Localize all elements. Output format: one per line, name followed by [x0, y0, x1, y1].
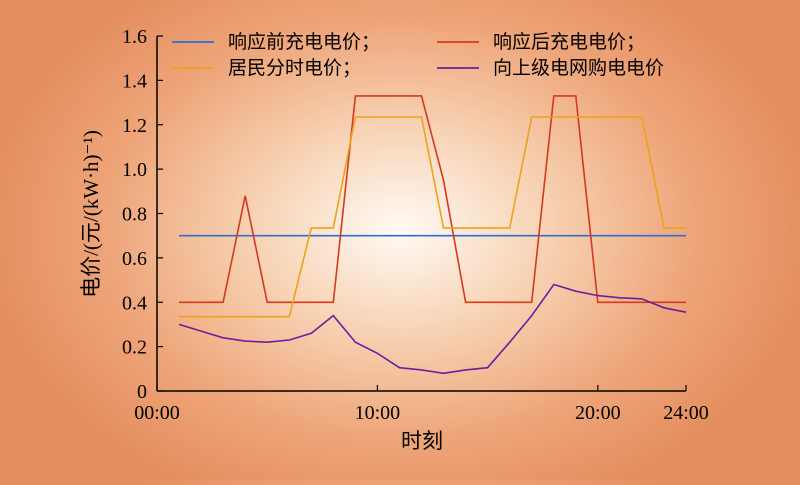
x-tick-label: 10:00 [355, 402, 401, 424]
series-line-3 [179, 116, 686, 318]
series-lines [178, 95, 687, 375]
legend-label-1: 响应前充电电价； [228, 31, 380, 53]
y-tick-label: 0.2 [122, 337, 147, 359]
x-tick-label: 24:00 [663, 402, 709, 424]
x-tick-label: 00:00 [134, 402, 180, 424]
y-tick-label: 1.0 [122, 159, 147, 181]
y-tick-label: 0.4 [122, 292, 147, 314]
y-tick-label: 1.2 [122, 115, 147, 137]
axes [156, 36, 686, 392]
legend-label-4: 向上级电网购电电价 [493, 57, 664, 79]
legend-label-3: 居民分时电价； [228, 57, 361, 79]
y-tick-label: 1.4 [122, 70, 147, 92]
y-tick-label: 0 [137, 381, 147, 403]
y-tick-label: 0.8 [122, 204, 147, 226]
y-axis-title: 电价/(元/(kW·h)⁻¹) [79, 130, 103, 298]
ticks: 0 0.2 0.4 0.6 0.8 1.0 1.2 1.4 1.6 00:00 10:00 20:00… [122, 26, 709, 424]
y-tick-label: 0.6 [122, 248, 147, 270]
series-line-2 [179, 95, 686, 304]
x-tick-label: 20:00 [575, 402, 621, 424]
legend-label-2: 响应后充电电价； [493, 31, 645, 53]
y-tick-label: 1.6 [122, 26, 147, 48]
series-line-4 [178, 283, 687, 375]
x-axis-title: 时刻 [401, 429, 443, 453]
legend: 响应前充电电价； 响应后充电电价； 居民分时电价； 向上级电网购电电价 [172, 31, 664, 79]
